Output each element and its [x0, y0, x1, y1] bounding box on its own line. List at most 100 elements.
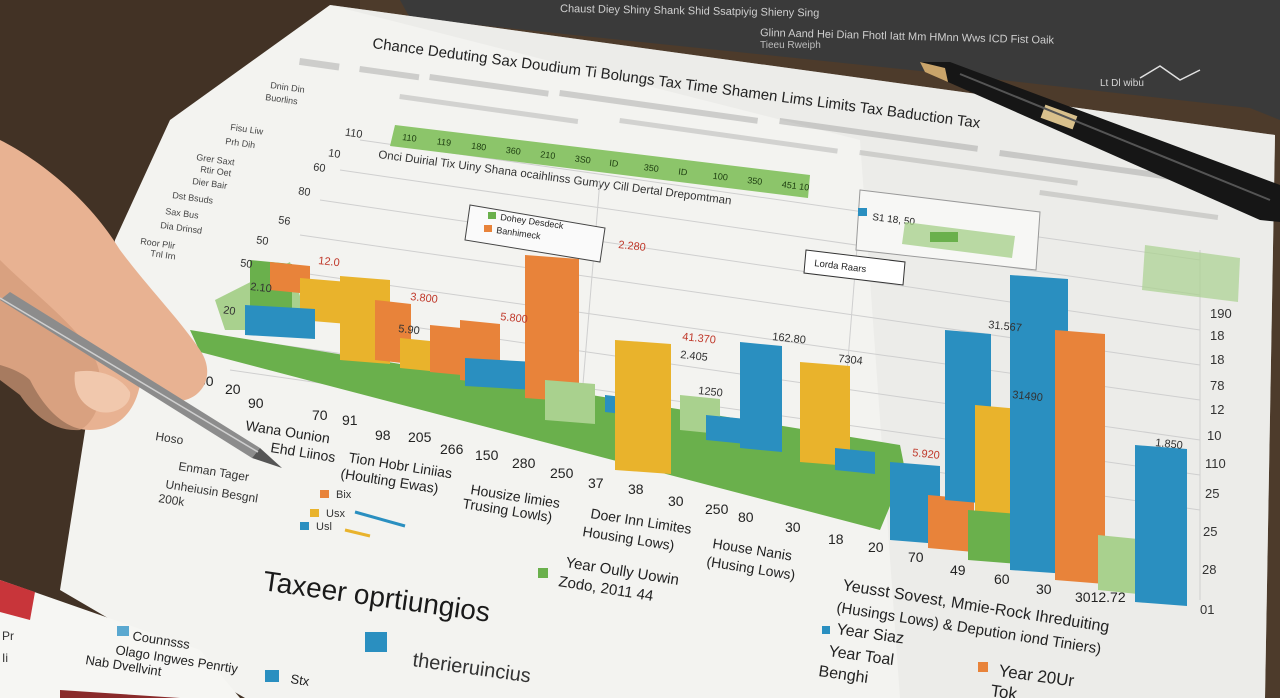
bottom-legend-label-1: Usx	[326, 508, 345, 520]
front-page-side-1: Pr	[2, 629, 14, 643]
bottom-legend-swatch-0	[320, 490, 329, 498]
bar-10	[525, 255, 579, 402]
back-doc-line3: Tieeu Rweiph	[760, 40, 821, 51]
year-20ur-swatch	[978, 662, 988, 672]
green-value-band	[390, 125, 810, 198]
bar-value-label: 5.800	[500, 311, 529, 326]
right-axis-label: 10	[1207, 428, 1221, 443]
band-value: ID	[609, 158, 620, 169]
bar-16	[740, 342, 782, 452]
right-axis-label: 110	[1205, 456, 1226, 471]
year-tok: Tok	[989, 681, 1018, 698]
x-axis-value: 266	[440, 441, 464, 457]
bar-11	[545, 380, 595, 424]
x-axis-value: 38	[628, 481, 644, 497]
legend-box: Dohey Desdeck Banhimeck	[464, 204, 606, 263]
green-band-values: 110 119 180 360 210 3S0 ID 350 ID 100 350 451 10	[402, 132, 810, 193]
left-margin-label: Dier Bair	[192, 176, 228, 191]
bar-24	[1010, 275, 1068, 574]
x-axis-value: 250	[550, 465, 574, 481]
bar-25	[1055, 330, 1105, 584]
bar-value-label: 31.567	[988, 319, 1023, 334]
bar-value-label: 12.0	[318, 255, 341, 269]
x-axis-value: 30	[668, 493, 684, 509]
bar-26	[1098, 535, 1138, 594]
bar-18	[835, 448, 875, 474]
year-note-swatch-green	[538, 568, 548, 578]
left-axis-label: 56	[277, 214, 291, 228]
left-margin-label: Dnin Din	[270, 80, 306, 95]
x-axis-value: 30	[785, 519, 801, 535]
x-axis-value: 90	[248, 395, 264, 411]
bar-value-label: 41.370	[682, 331, 717, 346]
front-page-swatch-2	[265, 670, 279, 682]
bottom-legend-label-0: Bix	[336, 489, 352, 501]
bar-value-label: 162.80	[772, 331, 807, 346]
bar-9	[465, 358, 535, 390]
bar-15	[706, 415, 746, 444]
left-margin-label: Fisu Liw	[230, 122, 265, 137]
bar-value-label: 2.405	[680, 349, 709, 364]
right-axis-label: 18	[1210, 328, 1224, 343]
right-axis-label: 01	[1200, 602, 1214, 617]
pen-top-right	[920, 62, 1280, 222]
left-margin-label: Prh Dih	[225, 136, 256, 150]
bar-22	[975, 405, 1020, 522]
footer-swatch	[365, 632, 387, 652]
band-value: 210	[540, 149, 556, 161]
bar-27	[1135, 445, 1187, 606]
left-margin-label: Rtir Oet	[200, 164, 233, 178]
bar-value-label: 1250	[698, 385, 724, 399]
band-value: 3S0	[574, 154, 591, 166]
x-axis-value: 3012.72	[1075, 589, 1126, 605]
x-axis-value: 150	[475, 447, 499, 463]
x-axis-value: 205	[408, 429, 432, 445]
front-page: Counnsss Olago Ingwes Penrtiy Nab Dvellv…	[0, 580, 311, 698]
side-box-swatch	[858, 208, 867, 216]
x-axis-value: 20	[868, 539, 884, 555]
bar-value-label: 1.850	[1155, 437, 1184, 452]
year-star-swatch	[822, 626, 830, 634]
right-axis-label: 28	[1202, 562, 1216, 577]
bar-value-label: 2.10	[250, 281, 273, 295]
x-axis-value: 37	[588, 475, 604, 491]
x-axis-value: 30	[1036, 581, 1052, 597]
legend-swatch-orange	[484, 225, 492, 232]
left-axis-label: 80	[297, 185, 311, 199]
bottom-legend-swatch-2	[300, 522, 309, 530]
back-doc-line1: Chaust Diey Shiny Shank Shid Ssatpiyig S…	[560, 3, 819, 20]
bottom-legend: Bix Usx Usl	[300, 489, 406, 538]
left-axis-label: 110	[344, 127, 363, 141]
band-value: 360	[505, 145, 521, 157]
x-axis-value: 98	[375, 427, 391, 443]
band-value: 110	[402, 132, 417, 144]
left-axis-label: 20	[222, 304, 236, 318]
band-value: 451 10	[781, 179, 810, 192]
bar-value-label: 5.90	[398, 323, 421, 337]
bar-value-label: 3.800	[410, 291, 439, 306]
side-box: S1 18, 50 Lorda Raars	[803, 189, 1240, 302]
x-axis-value: 18	[828, 531, 844, 547]
x-axis-value: 91	[342, 412, 358, 428]
x-axis-value: 280	[512, 455, 536, 471]
bar-value-label: 5.920	[912, 447, 941, 462]
bottom-legend-label-2: Usl	[316, 521, 332, 533]
band-value: 100	[712, 171, 728, 183]
x-axis-value: 80	[738, 509, 754, 525]
right-axis-labels: 190 18 18 78 12 10 110 25 25 28 01	[1200, 306, 1232, 617]
right-axis-label: 18	[1210, 352, 1224, 367]
left-axis-label: 10	[327, 147, 341, 161]
corner-panel	[1142, 245, 1240, 302]
right-axis-label: 190	[1210, 306, 1232, 321]
bottom-legend-swatch-1	[310, 509, 319, 517]
x-axis-value: 20	[225, 381, 241, 397]
front-page-side-2: Ii	[2, 651, 8, 665]
left-margin-label: Sax Bus	[165, 206, 200, 221]
band-value: 350	[747, 175, 763, 187]
pen-note-4: 200k	[158, 491, 187, 509]
legend-swatch-green	[488, 212, 496, 219]
x-axis-value: 60	[994, 571, 1010, 587]
